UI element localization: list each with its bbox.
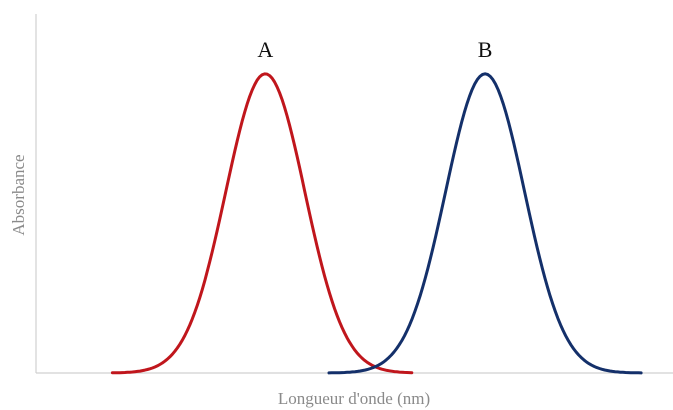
y-axis-label: Absorbance xyxy=(9,154,28,235)
series-label-a: A xyxy=(257,37,273,62)
series-line-a xyxy=(110,72,414,375)
x-axis-label: Longueur d'onde (nm) xyxy=(278,389,430,408)
series-line-b xyxy=(327,72,643,375)
series-label-b: B xyxy=(478,37,493,62)
